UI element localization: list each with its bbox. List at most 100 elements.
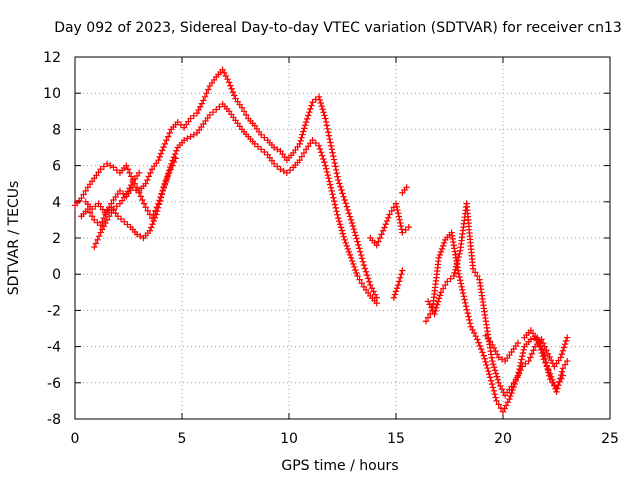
data-point <box>544 365 551 373</box>
data-point <box>434 301 441 308</box>
data-point <box>224 75 231 83</box>
data-point <box>126 169 133 177</box>
data-point <box>491 367 499 374</box>
y-tick-label: -4 <box>47 340 61 356</box>
data-point <box>229 88 237 96</box>
data-point <box>467 323 475 330</box>
data-point <box>488 380 496 388</box>
data-point <box>382 221 389 228</box>
data-point <box>455 270 462 277</box>
data-point <box>363 271 371 279</box>
data-point <box>509 386 516 394</box>
series-track-f <box>390 267 406 301</box>
data-point <box>333 170 340 177</box>
data-point <box>475 339 482 346</box>
data-point <box>438 245 446 253</box>
data-point <box>393 203 400 211</box>
data-point <box>88 213 96 220</box>
data-point <box>391 291 399 298</box>
data-point <box>464 309 471 317</box>
data-point <box>462 299 469 307</box>
data-point <box>452 266 459 273</box>
data-point <box>486 374 494 381</box>
data-point <box>479 349 486 356</box>
data-point <box>308 102 315 109</box>
data-point <box>92 203 99 210</box>
data-point <box>527 354 534 361</box>
data-point <box>94 236 101 244</box>
data-point <box>453 260 461 267</box>
data-point <box>358 255 366 262</box>
data-point <box>469 265 477 272</box>
data-point <box>332 163 339 170</box>
data-point <box>145 173 153 180</box>
data-point <box>508 383 515 390</box>
y-tick-label: 0 <box>52 267 61 283</box>
series-track-g <box>399 184 410 196</box>
data-point <box>546 372 553 379</box>
data-point <box>466 316 473 324</box>
data-point <box>167 166 174 173</box>
data-point <box>564 334 571 341</box>
data-point <box>296 156 303 164</box>
data-point <box>527 336 535 343</box>
data-point <box>338 227 346 234</box>
data-point <box>350 260 357 268</box>
data-point <box>113 203 120 210</box>
data-point <box>474 336 481 343</box>
data-point <box>396 216 403 223</box>
data-point <box>345 210 353 217</box>
data-point <box>238 104 246 111</box>
data-point <box>463 306 471 313</box>
data-point <box>465 313 472 320</box>
data-point <box>541 352 548 359</box>
data-point <box>97 229 104 236</box>
data-point <box>395 213 403 220</box>
data-point <box>367 281 374 289</box>
data-point <box>432 307 439 315</box>
data-point <box>205 86 212 93</box>
data-point <box>543 362 551 369</box>
data-point <box>243 111 250 119</box>
data-point <box>88 205 96 213</box>
data-point <box>344 206 352 214</box>
data-point <box>187 133 194 140</box>
data-point <box>514 372 522 379</box>
data-point <box>501 405 508 412</box>
data-point <box>149 221 156 228</box>
data-point <box>159 187 166 195</box>
data-point <box>354 238 361 245</box>
data-point <box>393 285 401 292</box>
data-point <box>519 353 526 360</box>
data-point <box>512 375 520 383</box>
data-point <box>107 162 114 169</box>
data-point <box>309 137 316 144</box>
data-point <box>354 272 361 280</box>
data-point <box>307 105 314 113</box>
data-point <box>489 357 496 365</box>
data-point <box>206 111 214 119</box>
data-point <box>471 269 479 276</box>
data-points <box>71 66 571 415</box>
data-point <box>80 191 87 198</box>
data-point <box>542 359 550 366</box>
data-point <box>424 314 432 321</box>
data-point <box>114 213 121 220</box>
data-point <box>516 362 524 370</box>
data-point <box>270 160 278 167</box>
data-point <box>296 140 303 148</box>
data-point <box>485 367 492 375</box>
data-point <box>356 276 363 283</box>
data-point <box>540 348 547 356</box>
axis-ticks: 0 5 10 15 20 25 -8 -6 -4 -2 0 2 4 6 8 10 12 <box>43 50 619 447</box>
y-tick-label: -6 <box>47 376 61 392</box>
data-point <box>322 115 329 122</box>
data-point <box>352 266 359 274</box>
data-point <box>530 347 537 354</box>
data-point <box>113 166 120 174</box>
data-point <box>348 257 356 265</box>
data-point <box>86 209 94 216</box>
data-point <box>497 382 504 390</box>
data-point <box>286 166 294 174</box>
data-point <box>164 133 172 140</box>
